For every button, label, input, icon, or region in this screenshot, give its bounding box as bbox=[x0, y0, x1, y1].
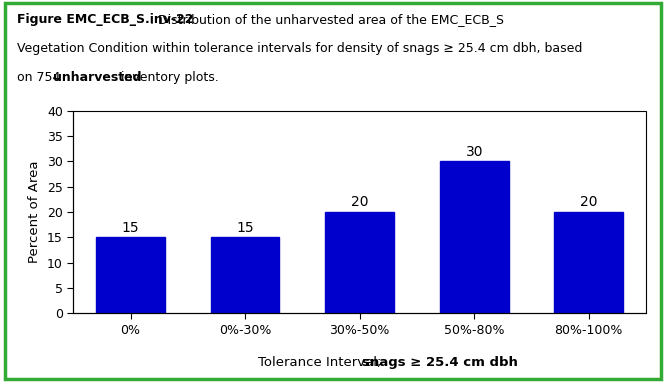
Bar bbox=[210, 237, 280, 313]
Text: 15: 15 bbox=[122, 221, 139, 235]
Bar bbox=[554, 212, 623, 313]
Text: 30: 30 bbox=[466, 145, 483, 159]
Text: snags ≥ 25.4 cm dbh: snags ≥ 25.4 cm dbh bbox=[362, 356, 518, 369]
Text: 20: 20 bbox=[351, 196, 368, 209]
Text: 20: 20 bbox=[580, 196, 597, 209]
Y-axis label: Percent of Area: Percent of Area bbox=[29, 161, 41, 263]
Bar bbox=[325, 212, 394, 313]
Text: unharvested: unharvested bbox=[53, 71, 142, 84]
Text: Figure EMC_ECB_S.inv-22: Figure EMC_ECB_S.inv-22 bbox=[17, 13, 193, 26]
Text: Vegetation Condition within tolerance intervals for density of snags ≥ 25.4 cm d: Vegetation Condition within tolerance in… bbox=[17, 42, 582, 55]
Text: on 754: on 754 bbox=[17, 71, 64, 84]
Text: inventory plots.: inventory plots. bbox=[117, 71, 218, 84]
Bar bbox=[440, 161, 509, 313]
Text: Tolerance Interval;: Tolerance Interval; bbox=[258, 356, 386, 369]
Bar bbox=[96, 237, 165, 313]
Text: 15: 15 bbox=[236, 221, 254, 235]
Text: . Distribution of the unharvested area of the EMC_ECB_S: . Distribution of the unharvested area o… bbox=[150, 13, 504, 26]
